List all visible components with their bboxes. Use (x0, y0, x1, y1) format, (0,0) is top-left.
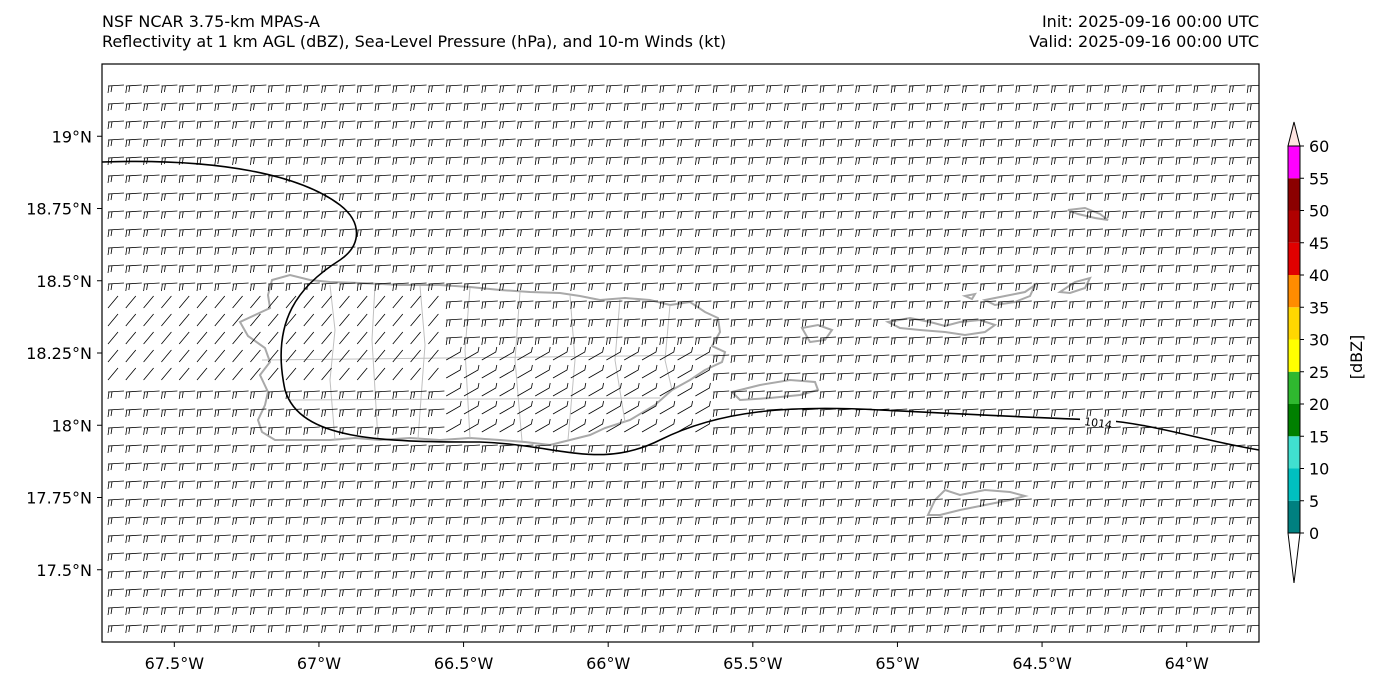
map-background (102, 64, 1259, 642)
colorbar-tick-label: 0 (1309, 524, 1319, 543)
colorbar-segment (1288, 242, 1300, 275)
latitude-axis: 19°N 18.75°N 18.5°N 18.25°N 18°N 17.75°N 17.5°… (26, 127, 102, 580)
lon-tick-label: 66°W (586, 654, 630, 673)
colorbar-segment (1288, 178, 1300, 211)
lat-tick-label: 18.25°N (26, 344, 92, 363)
vieques-coastline (730, 378, 820, 402)
st-croix-coastline (926, 488, 1029, 516)
colorbar-segment (1288, 146, 1300, 179)
small-islet (961, 292, 978, 301)
colorbar-tick-label: 45 (1309, 234, 1329, 253)
culebra-coastline (800, 323, 834, 344)
isobar-1014 (102, 160, 1259, 456)
colorbar-tick-label: 15 (1309, 427, 1329, 446)
colorbar-segment (1288, 468, 1300, 501)
lon-tick-label: 66.5°W (434, 654, 494, 673)
colorbar-segment (1288, 436, 1300, 469)
lon-tick-label: 67.5°W (145, 654, 205, 673)
lat-tick-label: 17.75°N (26, 489, 92, 508)
wind-barbs (107, 84, 1259, 634)
lon-tick-label: 65°W (875, 654, 919, 673)
wind-barb-paths (107, 84, 1259, 634)
colorbar: 0 5 10 15 20 25 30 35 40 45 50 55 60 (1287, 121, 1329, 584)
anegada-coastline (1067, 206, 1109, 221)
colorbar-tick-label: 10 (1309, 460, 1329, 479)
lon-tick-label: 67°W (297, 654, 341, 673)
colorbar-tick-label: 60 (1309, 137, 1329, 156)
st-thomas-coastline (884, 316, 998, 337)
colorbar-segment (1288, 307, 1300, 340)
lat-tick-label: 18.75°N (26, 200, 92, 219)
colorbar-segment (1288, 275, 1300, 308)
colorbar-tick-label: 25 (1309, 363, 1329, 382)
colorbar-tick-label: 35 (1309, 298, 1329, 317)
colorbar-tick-label: 20 (1309, 395, 1329, 414)
colorbar-segment (1288, 339, 1300, 372)
colorbar-segment (1288, 500, 1300, 533)
colorbar-segment (1288, 371, 1300, 404)
colorbar-tick-label: 5 (1309, 492, 1319, 511)
fields-title: Reflectivity at 1 km AGL (dBZ), Sea-Leve… (102, 32, 727, 51)
figure-title-left: NSF NCAR 3.75-km MPAS-A Reflectivity at … (102, 12, 726, 52)
colorbar-under-extension (1287, 532, 1301, 584)
map-content: 1014 (102, 84, 1259, 634)
longitude-axis: 67.5°W 67°W 66.5°W 66°W 65.5°W 65°W 64.5°W 64°W (145, 642, 1209, 673)
colorbar-segment (1288, 210, 1300, 243)
lat-tick-label: 19°N (52, 127, 92, 146)
colorbar-tick-label: 55 (1309, 169, 1329, 188)
puerto-rico-coastline (238, 273, 727, 447)
colorbar-segment (1288, 404, 1300, 437)
model-title: NSF NCAR 3.75-km MPAS-A (102, 12, 320, 31)
figure-title-right: Init: 2025-09-16 00:00 UTC Valid: 2025-0… (1029, 12, 1259, 52)
lat-tick-label: 18°N (52, 416, 92, 435)
lon-tick-label: 64.5°W (1012, 654, 1072, 673)
isobar-label-bg (1080, 414, 1116, 430)
valid-time: Valid: 2025-09-16 00:00 UTC (1028, 32, 1259, 51)
lat-tick-label: 18.5°N (36, 272, 92, 291)
colorbar-tick-label: 50 (1309, 202, 1329, 221)
init-time: Init: 2025-09-16 00:00 UTC (1041, 12, 1259, 31)
colorbar-tick-label: 40 (1309, 266, 1329, 285)
lon-tick-label: 65.5°W (723, 654, 783, 673)
lon-tick-label: 64°W (1165, 654, 1209, 673)
colorbar-over-extension (1287, 121, 1301, 147)
colorbar-tick-label: 30 (1309, 331, 1329, 350)
lat-tick-label: 17.5°N (36, 561, 92, 580)
colorbar-label: [dBZ] (1347, 335, 1366, 380)
